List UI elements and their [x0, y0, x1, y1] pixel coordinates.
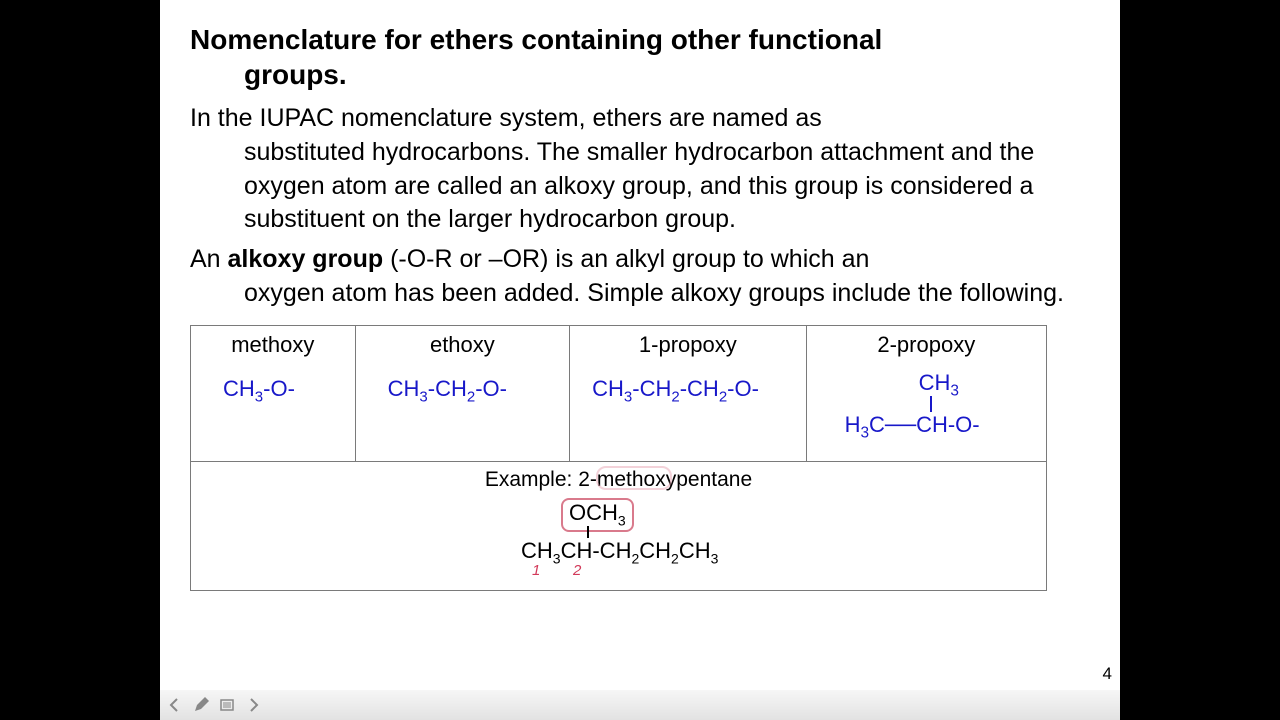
para2-pre: An [190, 245, 228, 273]
title-line1: Nomenclature for ethers containing other… [190, 24, 882, 55]
para2-mid: (-O-R or –OR) is an alkyl group to which… [383, 245, 869, 273]
bond-line [587, 526, 589, 538]
para1-body: substituted hydrocarbons. The smaller hy… [190, 136, 1090, 237]
formula-methoxy: CH3-O- [199, 376, 347, 405]
presentation-toolbar [160, 690, 1120, 720]
pen-tool-button[interactable] [190, 695, 212, 715]
formula-2propoxy: CH3 H3C──CH-O- [815, 376, 1038, 456]
alkoxy-table: methoxy CH3-O- ethoxy CH3-CH2-O- 1-propo… [190, 325, 1047, 591]
prev-slide-button[interactable] [164, 695, 186, 715]
slide-content: Nomenclature for ethers containing other… [160, 0, 1120, 690]
header-2propoxy: 2-propoxy [815, 332, 1038, 358]
page-number: 4 [1103, 664, 1112, 684]
formula-ethoxy: CH3-CH2-O- [364, 376, 562, 405]
cell-methoxy: methoxy CH3-O- [191, 326, 356, 462]
annotation-1: 1 [532, 562, 540, 579]
header-ethoxy: ethoxy [364, 332, 562, 358]
och3-box: OCH3 [561, 498, 634, 532]
menu-button[interactable] [216, 695, 238, 715]
annotation-2: 2 [573, 562, 581, 579]
cell-ethoxy: ethoxy CH3-CH2-O- [356, 326, 571, 462]
para1-first: In the IUPAC nomenclature system, ethers… [190, 104, 822, 132]
next-slide-button[interactable] [242, 695, 264, 715]
slide-title: Nomenclature for ethers containing other… [190, 22, 1090, 92]
methoxy-highlight-box [596, 466, 672, 490]
header-1propoxy: 1-propoxy [578, 332, 797, 358]
para2-body: oxygen atom has been added. Simple alkox… [190, 277, 1090, 311]
header-methoxy: methoxy [199, 332, 347, 358]
paragraph-1: In the IUPAC nomenclature system, ethers… [190, 102, 1090, 237]
cell-2propoxy: 2-propoxy CH3 H3C──CH-O- [807, 326, 1046, 462]
table-row-example: Example: 2-methoxypentane OCH3 CH3CH-CH2… [191, 462, 1046, 590]
carbon-chain: CH3CH-CH2CH2CH3 [521, 538, 718, 566]
table-row-1: methoxy CH3-O- ethoxy CH3-CH2-O- 1-propo… [191, 326, 1046, 462]
title-line2: groups. [190, 57, 1090, 92]
paragraph-2: An alkoxy group (-O-R or –OR) is an alky… [190, 243, 1090, 311]
alkoxy-bold: alkoxy group [228, 245, 384, 273]
formula-1propoxy: CH3-CH2-CH2-O- [578, 376, 797, 405]
cell-1propoxy: 1-propoxy CH3-CH2-CH2-O- [570, 326, 806, 462]
